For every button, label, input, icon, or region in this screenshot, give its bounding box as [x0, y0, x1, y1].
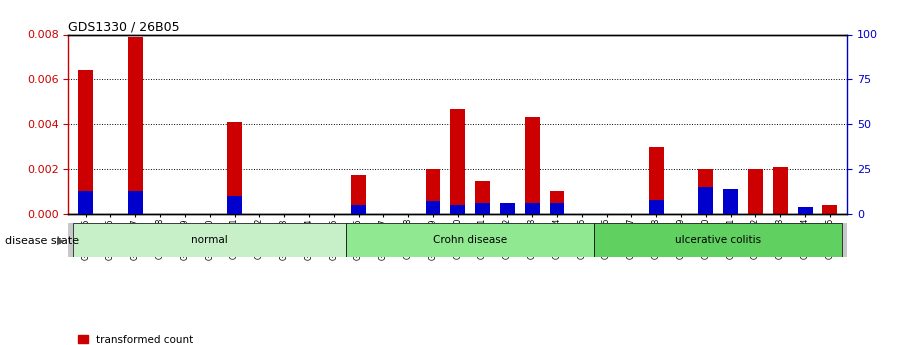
Bar — [128, 190, 143, 214]
Bar — [594, 223, 843, 257]
Bar — [549, 191, 565, 214]
Bar — [525, 117, 539, 214]
Bar — [351, 205, 366, 214]
Bar — [476, 203, 490, 214]
Bar — [476, 181, 490, 214]
Bar — [425, 169, 440, 214]
Bar — [450, 108, 466, 214]
Bar — [549, 203, 565, 214]
Bar — [823, 205, 837, 214]
Text: disease state: disease state — [5, 236, 78, 246]
Bar — [346, 223, 594, 257]
Bar — [450, 205, 466, 214]
Bar — [723, 189, 738, 214]
Bar — [425, 201, 440, 214]
Bar — [227, 122, 242, 214]
Bar — [699, 169, 713, 214]
Legend: transformed count, percentile rank within the sample: transformed count, percentile rank withi… — [74, 330, 277, 345]
Bar — [78, 190, 93, 214]
Bar — [699, 187, 713, 214]
Bar — [649, 199, 664, 214]
Bar — [525, 203, 539, 214]
Bar — [773, 167, 788, 214]
Bar — [649, 147, 664, 214]
Bar — [500, 203, 515, 214]
Bar — [227, 196, 242, 214]
Text: ulcerative colitis: ulcerative colitis — [675, 235, 762, 245]
Bar — [351, 175, 366, 214]
Text: GDS1330 / 26B05: GDS1330 / 26B05 — [68, 20, 180, 33]
Bar — [748, 169, 763, 214]
Text: normal: normal — [191, 235, 228, 245]
Bar — [78, 70, 93, 214]
Bar — [73, 223, 346, 257]
Text: Crohn disease: Crohn disease — [433, 235, 507, 245]
Bar — [798, 207, 813, 214]
Text: ▶: ▶ — [57, 236, 65, 246]
Bar — [128, 37, 143, 214]
